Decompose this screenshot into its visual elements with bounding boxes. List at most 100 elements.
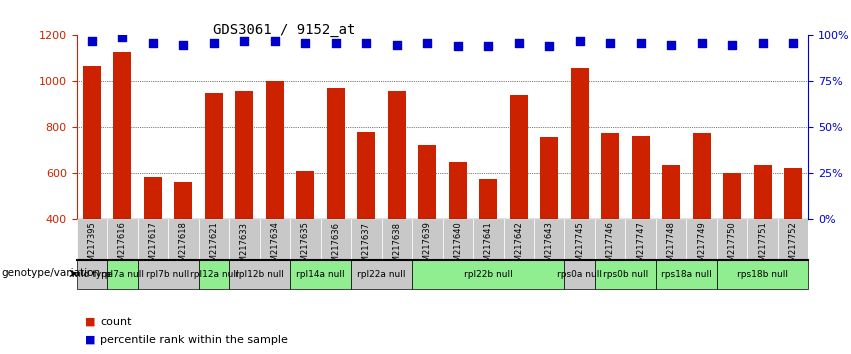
Bar (290, 219, 321, 260)
Point (695, 40, 709, 46)
Bar (601, 132, 620, 219)
Text: GSM217641: GSM217641 (483, 222, 493, 272)
Point (116, 34, 129, 40)
Bar (510, 95, 528, 219)
Text: rps18a null: rps18a null (661, 270, 711, 279)
Bar (138, 260, 198, 289)
Text: GSM217636: GSM217636 (331, 222, 340, 273)
Point (482, 44, 495, 49)
Point (85, 38, 99, 44)
Text: GSM217395: GSM217395 (88, 222, 96, 272)
Point (512, 40, 526, 46)
Bar (448, 162, 467, 219)
Text: rpl7b null: rpl7b null (146, 270, 190, 279)
Point (756, 40, 769, 46)
Text: GDS3061 / 9152_at: GDS3061 / 9152_at (213, 23, 355, 37)
Point (542, 44, 556, 49)
Text: rpl12b null: rpl12b null (235, 270, 284, 279)
Text: GSM217751: GSM217751 (758, 222, 768, 272)
Text: rps0a null: rps0a null (557, 270, 603, 279)
Bar (534, 219, 564, 260)
Text: GSM217752: GSM217752 (789, 222, 797, 272)
Text: count: count (100, 317, 132, 327)
Point (634, 40, 648, 46)
Bar (266, 81, 284, 219)
Bar (174, 182, 192, 219)
Point (573, 38, 586, 44)
Bar (540, 137, 558, 219)
Bar (198, 260, 229, 289)
Bar (723, 173, 741, 219)
Bar (229, 260, 290, 289)
Bar (107, 260, 138, 289)
Bar (564, 260, 595, 289)
Bar (656, 219, 687, 260)
Text: GSM217634: GSM217634 (271, 222, 279, 272)
Text: wild type: wild type (71, 270, 112, 279)
Bar (296, 171, 314, 219)
Bar (717, 219, 747, 260)
Point (359, 40, 373, 46)
Point (420, 40, 434, 46)
Point (451, 44, 465, 49)
Bar (656, 260, 717, 289)
Text: GSM217749: GSM217749 (697, 222, 706, 272)
Bar (784, 168, 802, 219)
Bar (381, 219, 412, 260)
Text: GSM217635: GSM217635 (300, 222, 310, 272)
Point (329, 40, 343, 46)
Bar (77, 219, 107, 260)
Bar (687, 219, 717, 260)
Point (207, 40, 220, 46)
Bar (168, 219, 198, 260)
Bar (778, 219, 808, 260)
Text: GSM217638: GSM217638 (392, 222, 402, 273)
Text: rpl22a null: rpl22a null (357, 270, 406, 279)
Bar (662, 165, 680, 219)
Text: rps18b null: rps18b null (737, 270, 788, 279)
Bar (473, 219, 504, 260)
Point (299, 40, 312, 46)
Point (725, 42, 739, 47)
Text: GSM217747: GSM217747 (637, 222, 645, 272)
Point (146, 40, 160, 46)
Text: GSM217639: GSM217639 (423, 222, 431, 272)
Bar (564, 219, 595, 260)
Bar (357, 132, 375, 219)
Bar (504, 219, 534, 260)
Bar (144, 177, 162, 219)
Text: rpl22b null: rpl22b null (464, 270, 512, 279)
Bar (625, 219, 656, 260)
Text: GSM217642: GSM217642 (514, 222, 523, 272)
Bar (418, 145, 437, 219)
Bar (747, 219, 778, 260)
Text: percentile rank within the sample: percentile rank within the sample (100, 335, 288, 345)
Text: GSM217621: GSM217621 (209, 222, 219, 272)
Bar (753, 165, 772, 219)
Bar (321, 219, 351, 260)
Text: rpl12a null: rpl12a null (190, 270, 238, 279)
Text: rpl7a null: rpl7a null (100, 270, 144, 279)
Bar (387, 91, 406, 219)
Bar (260, 219, 290, 260)
Bar (570, 68, 589, 219)
Point (665, 42, 678, 47)
Text: GSM217745: GSM217745 (575, 222, 585, 272)
Point (603, 40, 617, 46)
Point (237, 38, 251, 44)
Bar (631, 136, 650, 219)
Bar (113, 51, 131, 219)
Point (268, 38, 282, 44)
Bar (83, 67, 101, 219)
Bar (138, 219, 168, 260)
Text: GSM217633: GSM217633 (240, 222, 248, 273)
Text: GSM217748: GSM217748 (666, 222, 676, 272)
Bar (229, 219, 260, 260)
Bar (595, 260, 656, 289)
Point (786, 40, 800, 46)
Text: GSM217643: GSM217643 (545, 222, 554, 272)
Bar (717, 260, 808, 289)
Text: rpl14a null: rpl14a null (296, 270, 345, 279)
Text: GSM217637: GSM217637 (362, 222, 371, 273)
Bar (595, 219, 625, 260)
